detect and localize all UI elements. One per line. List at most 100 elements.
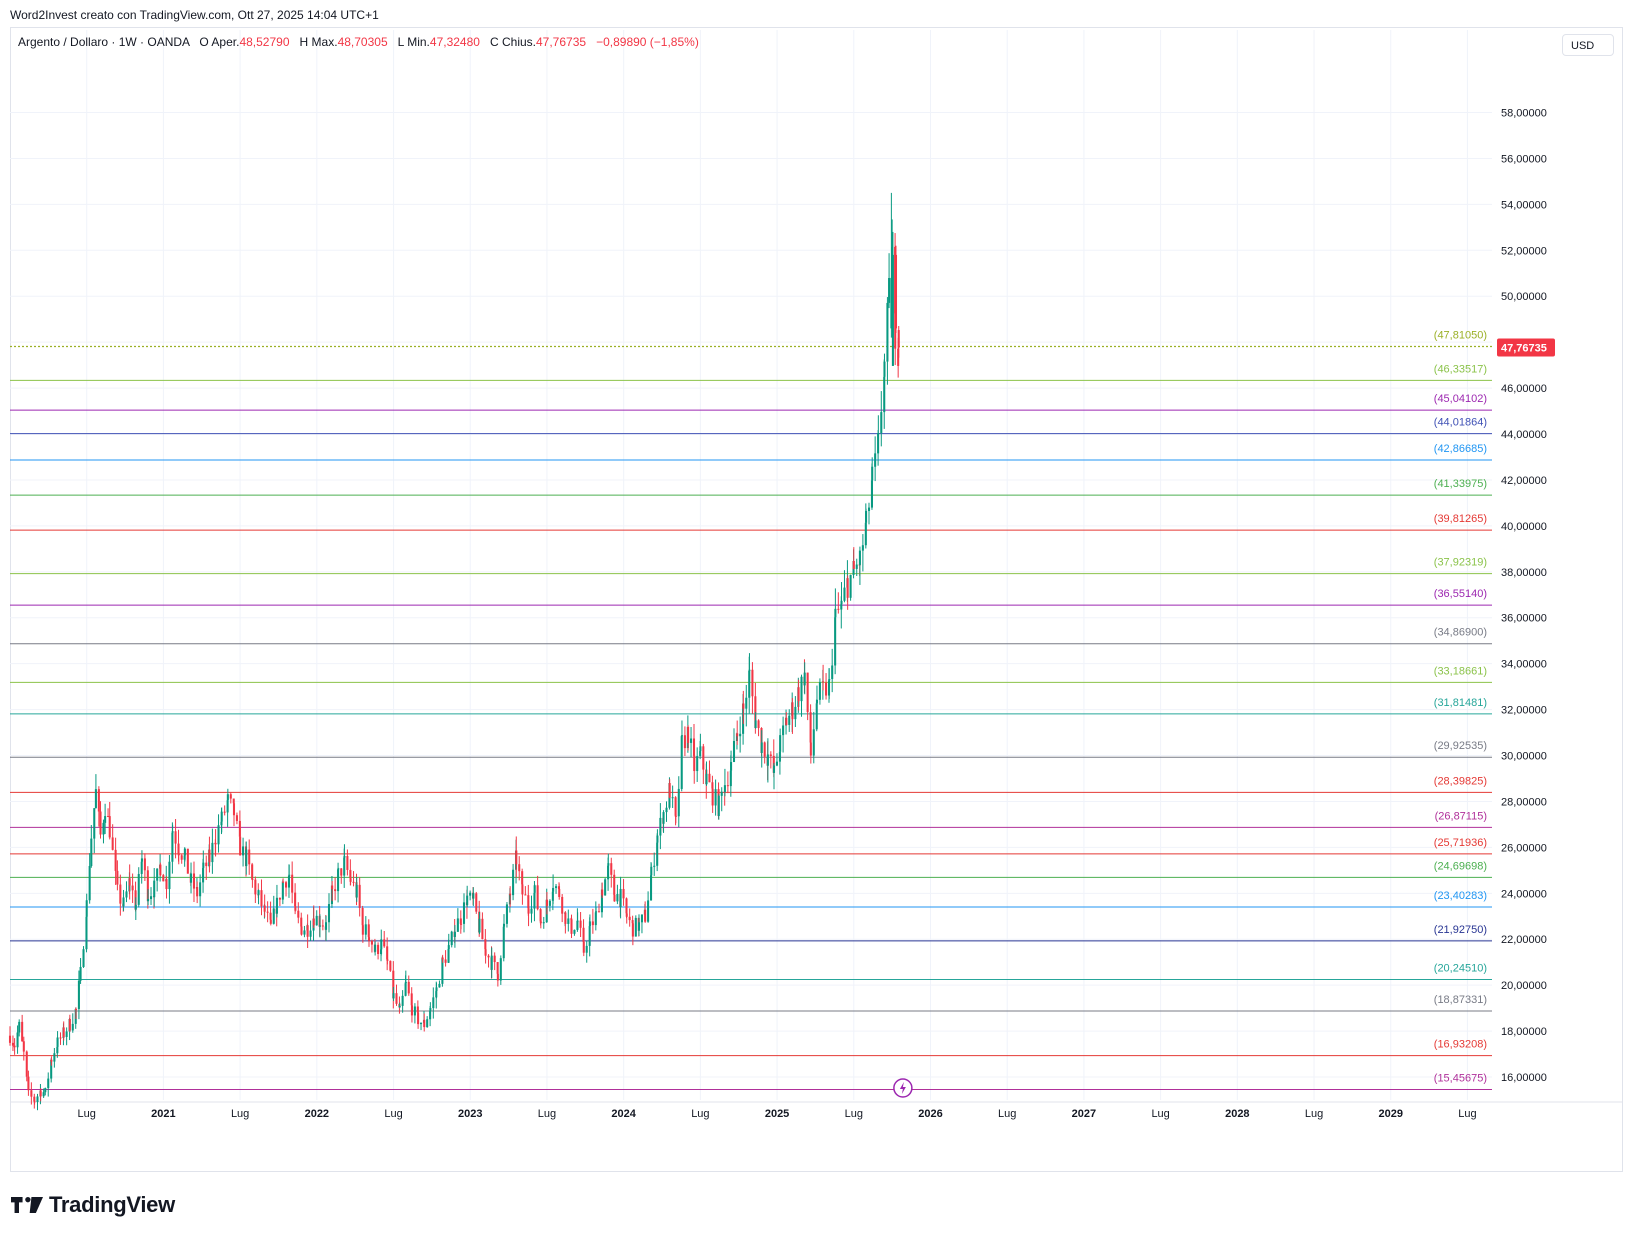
candle-body (456, 918, 459, 932)
currency-selector[interactable]: USD (1562, 34, 1614, 56)
candle-body (653, 865, 656, 867)
candle-body (355, 884, 358, 898)
candle-body (530, 908, 533, 914)
candle-body (205, 862, 208, 867)
candle-body (834, 608, 837, 618)
candle-body (413, 1006, 416, 1016)
candle-body (404, 981, 407, 984)
candle-body (36, 1096, 39, 1103)
candle-body (168, 861, 171, 890)
candle-body (573, 929, 576, 934)
level-label: (33,18661) (1434, 665, 1487, 677)
price-tick-label: 34,00000 (1501, 659, 1547, 671)
candle-body (505, 904, 508, 924)
candle-body (616, 894, 619, 902)
candle-body (619, 888, 622, 908)
candle-body (460, 923, 463, 925)
candle-body (512, 869, 515, 896)
tradingview-brand[interactable]: TradingView (11, 1192, 175, 1218)
candle-body (349, 878, 352, 882)
price-tick-label: 36,00000 (1501, 613, 1547, 625)
candle-body (94, 789, 97, 809)
candle-body (548, 900, 551, 906)
candle-body (894, 313, 897, 349)
candle-body (416, 1006, 419, 1013)
low-value: 47,32480 (429, 35, 480, 49)
candle-body (739, 733, 742, 737)
grid (10, 30, 1622, 1103)
candle-body (361, 925, 364, 935)
candle-body (782, 725, 785, 736)
candle-body (886, 302, 889, 362)
candle-body (278, 897, 281, 900)
candle-body (186, 848, 189, 874)
candle-body (803, 672, 806, 686)
event-markers (893, 1078, 913, 1098)
candle-body (263, 905, 266, 912)
candle-body (183, 848, 186, 856)
candle-body (284, 882, 288, 888)
candle-body (50, 1059, 53, 1079)
candle-body (438, 983, 441, 988)
low-label: L (397, 35, 404, 49)
price-tick-label: 56,00000 (1501, 153, 1547, 165)
candle-body (11, 1042, 14, 1046)
candle-body (509, 893, 512, 896)
candle-body (736, 733, 739, 737)
candle-body (640, 914, 643, 923)
candle-body (432, 997, 435, 1009)
candle-body (751, 669, 754, 697)
level-label: (21,92750) (1434, 924, 1487, 936)
candle-body (257, 890, 260, 895)
candle-body (567, 918, 570, 924)
candle-body (107, 816, 110, 818)
candle-body (229, 794, 232, 799)
symbol-legend[interactable]: Argento / Dollaro · 1W · OANDA O Aper.48… (18, 35, 699, 49)
candle-body (159, 864, 162, 876)
candle-body (748, 669, 751, 671)
candle-body (272, 908, 275, 924)
time-tick-label: Lug (78, 1108, 96, 1120)
candle-body (490, 955, 493, 970)
price-tick-label: 24,00000 (1501, 888, 1547, 900)
candle-body (392, 970, 395, 999)
time-tick-label: 2028 (1225, 1108, 1249, 1120)
candle-body (102, 822, 105, 835)
candle-body (775, 761, 778, 766)
price-tick-label: 20,00000 (1501, 980, 1547, 992)
candle-body (62, 1027, 65, 1037)
price-axis: 16,00000 18,00000 20,00000 22,00000 24,00000… (1497, 108, 1555, 1084)
candle-body (214, 843, 217, 845)
time-tick-label: 2022 (305, 1108, 329, 1120)
candle-body (251, 864, 254, 880)
candle-body (650, 875, 653, 901)
candle-body (288, 874, 291, 876)
candle-body (897, 330, 900, 348)
candle-body (282, 881, 285, 883)
candle-body (625, 898, 628, 914)
candle-body (303, 930, 306, 935)
candle-body (269, 912, 272, 920)
candle-body (818, 682, 821, 700)
candle-body (576, 920, 579, 930)
candle-body (254, 879, 257, 895)
candle-body (711, 788, 714, 806)
candle-body (558, 888, 561, 898)
candle-body (97, 789, 100, 812)
candle-body (8, 1035, 12, 1043)
symbol-title[interactable]: Argento / Dollaro · 1W · OANDA (18, 35, 190, 49)
candle-body (343, 856, 346, 858)
candle-body (631, 923, 634, 937)
candle-body (108, 816, 111, 838)
candle-body (478, 918, 481, 933)
candle-body (242, 846, 245, 856)
candle-body (199, 882, 202, 897)
candle-body (125, 891, 128, 898)
high-value: 48,70305 (337, 35, 388, 49)
level-label: (39,81265) (1434, 513, 1487, 525)
candle-body (674, 815, 677, 817)
candle-body (300, 917, 303, 927)
candle-body (114, 849, 117, 871)
candle-body (327, 904, 331, 923)
